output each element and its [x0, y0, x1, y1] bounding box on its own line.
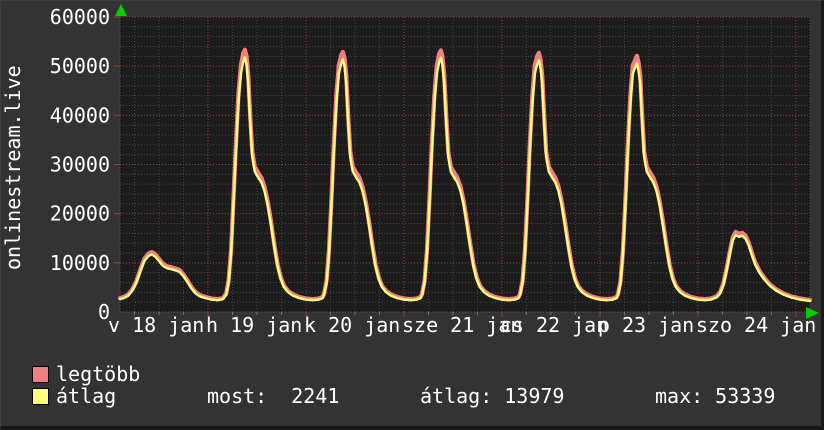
- y-tick-label: 10000: [50, 251, 110, 275]
- chart-canvas: 0 10000 20000 30000 40000 50000 60000 v 18 jan h…: [50, 4, 819, 337]
- y-tick-label: 50000: [50, 54, 110, 78]
- y-tick-label: 60000: [50, 5, 110, 29]
- legend-atlag-swatch: [32, 388, 49, 405]
- y-axis-arrow-icon: [115, 4, 127, 16]
- stat-atlag-label: átlag:: [420, 384, 493, 408]
- x-day-label: sze 21 jan: [402, 313, 522, 337]
- stat-most: most: 2241: [207, 386, 339, 406]
- stat-atlag: átlag: 13979: [420, 386, 564, 406]
- x-axis-arrow-icon: [806, 307, 819, 319]
- legend-legtobb-swatch: [32, 366, 49, 383]
- series-line-atlag: [118, 56, 812, 303]
- y-tick-label: 40000: [50, 103, 110, 127]
- legend-atlag-label: átlag: [56, 384, 117, 408]
- stat-most-label: most:: [207, 384, 268, 408]
- legend-legtobb-label: legtöbb: [56, 362, 141, 386]
- y-tick-label: 30000: [50, 153, 110, 177]
- stat-atlag-value: 13979: [504, 384, 565, 408]
- y-tick-label: 0: [98, 300, 110, 324]
- x-day-label: cs 22 jan: [500, 313, 608, 337]
- stat-max: max: 53339: [655, 386, 775, 406]
- stat-max-value: 53339: [715, 384, 776, 408]
- x-day-label: h 19 jan: [206, 313, 302, 337]
- x-day-label: k 20 jan: [304, 313, 400, 337]
- x-day-label: szo 24 jan: [696, 313, 816, 337]
- stat-most-value: 2241: [291, 384, 340, 408]
- stat-max-label: max:: [655, 384, 704, 408]
- x-day-label: p 23 jan: [598, 313, 694, 337]
- y-tick-label: 20000: [50, 202, 110, 226]
- x-day-label: v 18 jan: [108, 313, 204, 337]
